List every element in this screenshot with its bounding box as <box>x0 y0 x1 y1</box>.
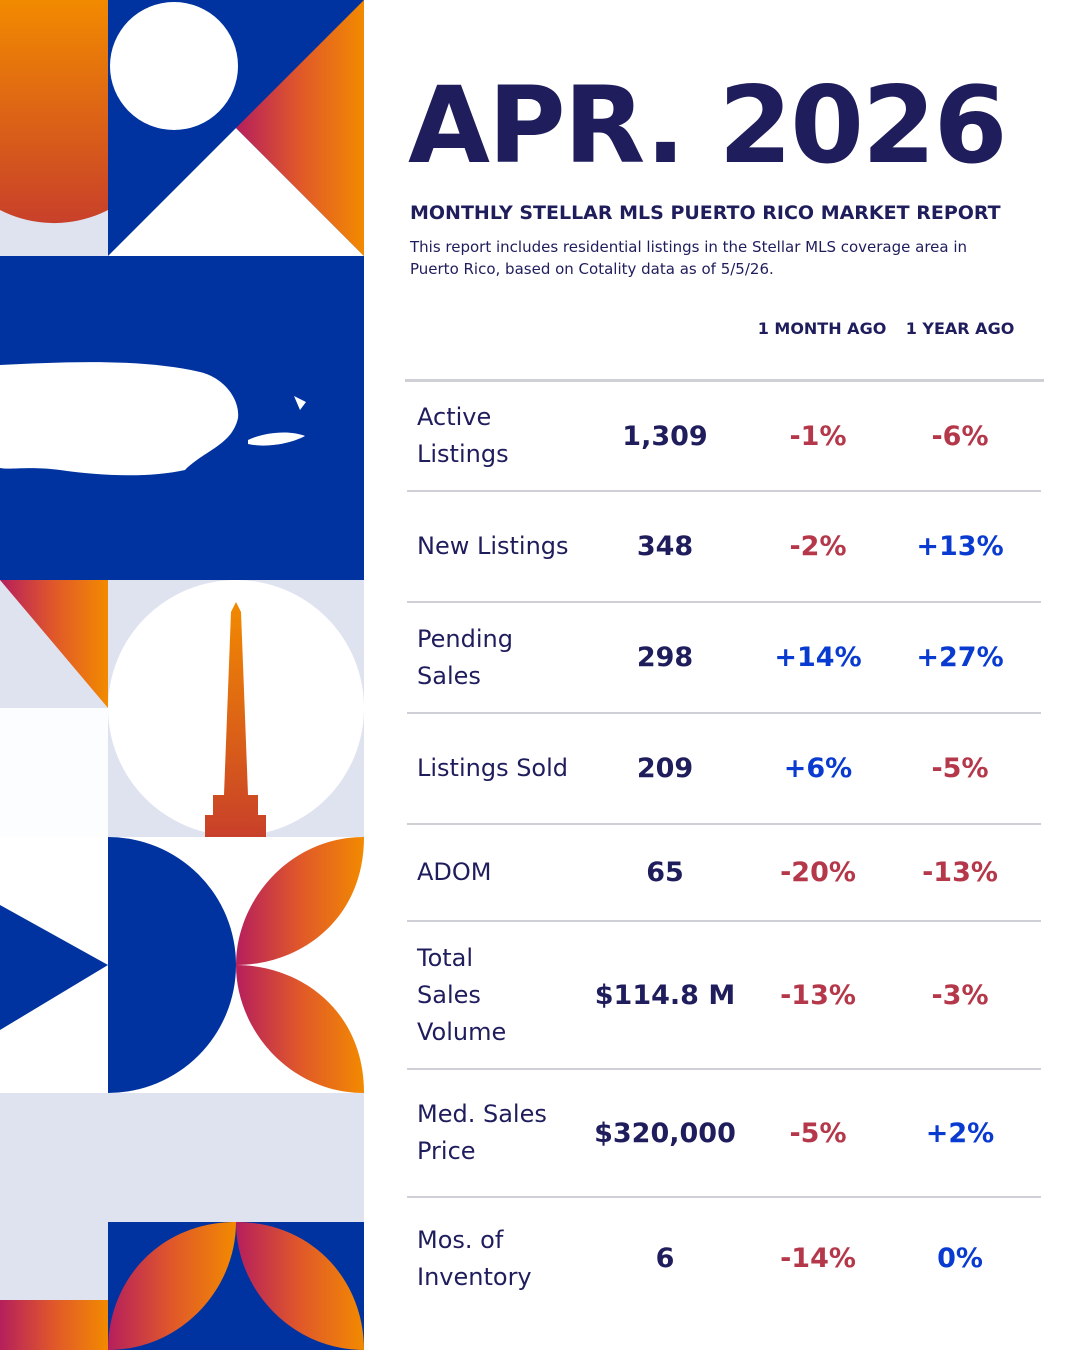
row-label: Listings Sold <box>417 754 569 782</box>
change-value: -6% <box>931 420 989 452</box>
divider <box>407 601 1041 603</box>
change-value: 0% <box>937 1243 983 1274</box>
divider <box>405 379 1044 382</box>
row-label: Med. Sales Price <box>417 1100 547 1165</box>
row-label: Mos. of Inventory <box>417 1225 532 1291</box>
decorative-art <box>0 0 364 1350</box>
change-value: -5% <box>931 753 989 784</box>
title: APR. 2026 <box>408 64 1008 187</box>
divider <box>407 1068 1041 1070</box>
divider <box>407 1196 1041 1198</box>
metric-value: $114.8 M <box>594 979 736 1011</box>
metric-value: 298 <box>636 642 694 673</box>
divider <box>407 712 1041 714</box>
change-value: -20% <box>780 857 856 888</box>
metric-value: 6 <box>655 1243 675 1274</box>
subtitle: MONTHLY STELLAR MLS PUERTO RICO MARKET R… <box>410 202 1001 224</box>
column-header: 1 MONTH AGO <box>757 319 887 338</box>
divider <box>407 920 1041 922</box>
divider <box>407 490 1041 492</box>
metric-value: 348 <box>636 531 694 562</box>
change-value: +2% <box>925 1117 995 1149</box>
column-header: 1 YEAR AGO <box>905 319 1015 338</box>
description: This report includes residential listing… <box>410 238 968 278</box>
change-value: -3% <box>931 979 989 1011</box>
row-label: Pending Sales <box>417 624 513 690</box>
row-label: New Listings <box>417 532 569 560</box>
change-value: -13% <box>922 857 998 888</box>
change-value: -14% <box>780 1243 856 1274</box>
change-value: -13% <box>780 979 856 1011</box>
metric-value: 209 <box>636 753 694 784</box>
change-value: +13% <box>916 531 1004 562</box>
change-value: +14% <box>774 642 862 673</box>
row-label: ADOM <box>417 858 492 886</box>
change-value: -1% <box>789 420 847 452</box>
row-label: Total Sales Volume <box>417 943 507 1046</box>
metric-value: 1,309 <box>622 420 708 452</box>
change-value: +27% <box>916 642 1004 673</box>
change-value: +6% <box>783 753 853 784</box>
row-label: Active Listings <box>417 403 509 468</box>
divider <box>407 823 1041 825</box>
change-value: -5% <box>789 1117 847 1149</box>
metric-value: $320,000 <box>594 1117 736 1149</box>
metric-value: 65 <box>646 857 684 888</box>
change-value: -2% <box>789 531 847 562</box>
